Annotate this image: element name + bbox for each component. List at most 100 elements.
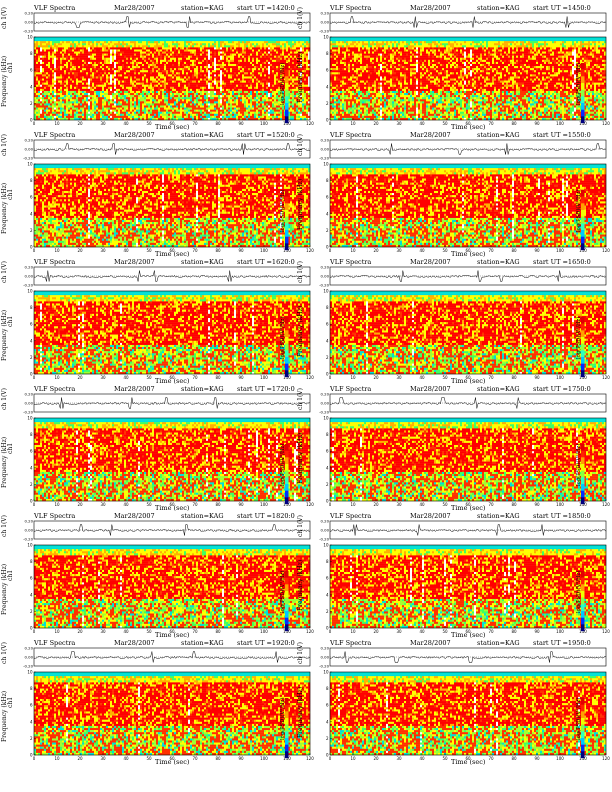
time-tick-label: 80 bbox=[215, 756, 221, 761]
frequency-tick-label: 10 bbox=[27, 543, 33, 548]
time-tick-label: 90 bbox=[534, 756, 540, 761]
spectrogram-cells bbox=[34, 418, 310, 501]
time-tick-label: 120 bbox=[306, 629, 314, 634]
time-tick-label: 30 bbox=[396, 248, 402, 253]
time-tick-label: 100 bbox=[556, 121, 564, 126]
time-tick-label: 40 bbox=[419, 248, 425, 253]
time-tick-label: 80 bbox=[511, 756, 517, 761]
frequency-tick-label: 8 bbox=[326, 686, 329, 691]
spectrogram-cells bbox=[330, 37, 606, 120]
frequency-tick-label: 8 bbox=[326, 178, 329, 183]
frequency-tick-label: 2 bbox=[30, 355, 33, 360]
time-tick-label: 30 bbox=[100, 375, 106, 380]
frequency-axis-label: Frequency (kHz) bbox=[1, 564, 8, 615]
time-tick-label: 0 bbox=[329, 248, 332, 253]
time-tick-label: 120 bbox=[602, 756, 610, 761]
time-tick-label: 80 bbox=[511, 375, 517, 380]
time-tick-label: 0 bbox=[329, 629, 332, 634]
time-tick-label: 0 bbox=[33, 375, 36, 380]
colorbar-segment bbox=[581, 243, 585, 250]
channel-tick-label: 0.00 bbox=[321, 20, 330, 25]
time-tick-label: 120 bbox=[602, 375, 610, 380]
frequency-axis-label: Frequency (kHz) bbox=[1, 183, 8, 234]
frequency-tick-label: 2 bbox=[326, 736, 329, 741]
channel-tick-label: 0.20 bbox=[25, 138, 34, 143]
time-tick-label: 120 bbox=[306, 756, 314, 761]
time-tick-label: 0 bbox=[329, 121, 332, 126]
colorbar-segment bbox=[581, 624, 585, 631]
time-tick-label: 80 bbox=[511, 121, 517, 126]
frequency-tick-label: 10 bbox=[27, 162, 33, 167]
spectrogram-cells bbox=[330, 164, 606, 247]
frequency-tick-label: 2 bbox=[326, 609, 329, 614]
frequency-axis-label: Frequency (kHz) bbox=[1, 56, 8, 107]
colorbar-label: log(PSD)(V²/Hz) bbox=[280, 698, 286, 740]
frequency-tick-label: 4 bbox=[30, 465, 33, 470]
colorbar-segment bbox=[581, 110, 585, 117]
time-axis-label: Time (sec) bbox=[155, 504, 189, 512]
time-tick-label: 90 bbox=[238, 629, 244, 634]
channel-axis-label: ch 1(V) bbox=[297, 642, 304, 664]
time-tick-label: 10 bbox=[54, 121, 60, 126]
time-tick-label: 50 bbox=[146, 502, 152, 507]
frequency-axis-label: Frequency (kHz) bbox=[1, 310, 8, 361]
frequency-tick-label: 10 bbox=[323, 543, 329, 548]
spectrogram-cells bbox=[34, 37, 310, 120]
time-tick-label: 70 bbox=[192, 375, 198, 380]
channel-tick-label: -0.20 bbox=[319, 283, 329, 288]
time-tick-label: 70 bbox=[192, 756, 198, 761]
colorbar-segment bbox=[285, 243, 289, 250]
time-tick-label: 20 bbox=[77, 375, 83, 380]
channel-tick-label: -0.20 bbox=[319, 156, 329, 161]
time-tick-label: 30 bbox=[396, 502, 402, 507]
time-tick-label: 70 bbox=[192, 248, 198, 253]
channel-tick-label: 0.00 bbox=[321, 274, 330, 279]
spectrogram-cells bbox=[330, 545, 606, 628]
frequency-tick-label: 6 bbox=[30, 703, 33, 708]
time-axis-label: Time (sec) bbox=[451, 631, 485, 639]
channel-axis-label: ch 1(V) bbox=[1, 261, 8, 283]
time-tick-label: 40 bbox=[419, 756, 425, 761]
channel-axis-label: ch 1(V) bbox=[297, 261, 304, 283]
time-tick-label: 10 bbox=[54, 375, 60, 380]
time-tick-label: 100 bbox=[556, 629, 564, 634]
time-tick-label: 20 bbox=[77, 502, 83, 507]
time-tick-label: 100 bbox=[260, 756, 268, 761]
channel-tick-label: 0.00 bbox=[25, 274, 34, 279]
frequency-tick-label: 8 bbox=[326, 559, 329, 564]
frequency-axis-label: Frequency (kHz) bbox=[1, 437, 8, 488]
colorbar-label: log(PSD)(V²/Hz) bbox=[280, 317, 286, 359]
time-tick-label: 0 bbox=[329, 756, 332, 761]
channel-tick-label: 0.20 bbox=[321, 11, 330, 16]
time-tick-label: 80 bbox=[215, 248, 221, 253]
time-tick-label: 30 bbox=[100, 502, 106, 507]
frequency-tick-label: 4 bbox=[326, 592, 329, 597]
channel-tick-label: 0.00 bbox=[321, 655, 330, 660]
channel-tick-label: -0.20 bbox=[23, 29, 33, 34]
time-tick-label: 120 bbox=[602, 629, 610, 634]
frequency-tick-label: 4 bbox=[30, 211, 33, 216]
time-tick-label: 50 bbox=[146, 375, 152, 380]
channel-tick-label: 0.20 bbox=[321, 519, 330, 524]
channel-tick-label: 0.20 bbox=[321, 138, 330, 143]
time-tick-label: 70 bbox=[488, 502, 494, 507]
channel-tick-label: -0.20 bbox=[23, 410, 33, 415]
channel-tick-label: -0.20 bbox=[23, 283, 33, 288]
time-axis-label: Time (sec) bbox=[155, 123, 189, 131]
channel-tick-label: 0.20 bbox=[25, 646, 34, 651]
spectrogram-panel: VLF Spectra Mar28/2007 station=KAG start UT… bbox=[318, 640, 608, 768]
channel-tick-label: 0.20 bbox=[321, 646, 330, 651]
colorbar-segment bbox=[581, 370, 585, 377]
time-axis-label: Time (sec) bbox=[451, 250, 485, 258]
time-tick-label: 70 bbox=[488, 248, 494, 253]
spectrogram-panel: VLF Spectra Mar28/2007 station=KAG start UT… bbox=[22, 5, 312, 133]
time-axis-label: Time (sec) bbox=[451, 758, 485, 766]
frequency-tick-label: 6 bbox=[30, 576, 33, 581]
frequency-tick-label: 8 bbox=[30, 432, 33, 437]
time-tick-label: 40 bbox=[123, 502, 129, 507]
time-tick-label: 50 bbox=[146, 248, 152, 253]
